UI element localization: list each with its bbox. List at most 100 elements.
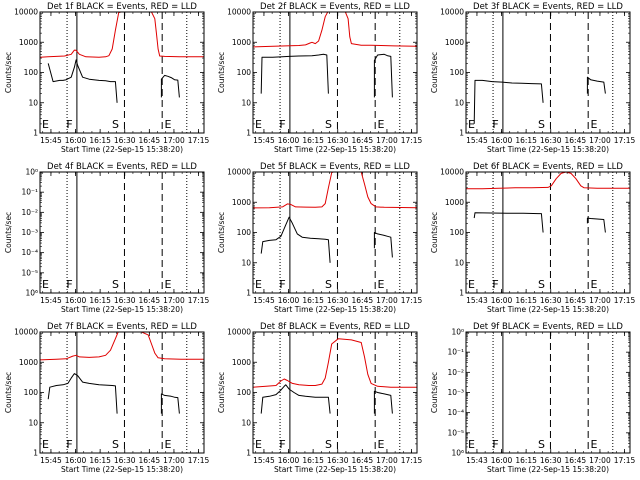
- series-events-line: [373, 390, 393, 414]
- x-tick-label: 16:00: [491, 136, 513, 145]
- flare-label-f: F: [279, 438, 285, 451]
- flare-label-s: S: [325, 438, 332, 451]
- x-tick-label: 16:15: [89, 456, 111, 465]
- flare-label-f: F: [66, 118, 72, 131]
- series-events-line: [47, 373, 118, 414]
- corner-label: E: [255, 278, 262, 291]
- panel-det-9: Det 9f BLACK = Events, RED = LLD 10⁶ 10⁻⁵ 1…: [430, 322, 636, 474]
- flare-label-e: E: [164, 278, 171, 291]
- y-tick-label: 10⁶: [451, 449, 464, 458]
- y-tick-label: 1: [246, 289, 251, 298]
- panel-det-2: Det 2f BLACK = Events, RED = LLD 1 10 100 10…: [217, 2, 423, 154]
- x-tick-label: 17:15: [401, 296, 423, 305]
- y-tick-label: 1: [33, 449, 38, 458]
- x-tick-label: 16:45: [565, 296, 587, 305]
- x-tick-label: 16:15: [89, 296, 111, 305]
- panel-title: Det 8f BLACK = Events, RED = LLD: [260, 322, 410, 332]
- y-tick-label: 10000: [227, 168, 251, 177]
- x-axis-label: Start Time (22-Sep-15 15:38:20): [274, 305, 396, 314]
- x-tick-label: 16:45: [139, 136, 161, 145]
- x-tick-label: 17:00: [376, 296, 398, 305]
- flare-label-f: F: [66, 438, 72, 451]
- flare-label-e: E: [377, 278, 384, 291]
- flare-label-s: S: [112, 118, 119, 131]
- x-axis-label: Start Time (22-Sep-15 15:38:20): [487, 305, 609, 314]
- series-events-line: [260, 53, 329, 94]
- y-tick-label: 10000: [227, 8, 251, 17]
- series-lld-line: [253, 172, 417, 209]
- y-tick-label: 10: [454, 98, 464, 107]
- x-tick-label: 16:30: [540, 136, 562, 145]
- flare-label-s: S: [112, 278, 119, 291]
- x-tick-label: 17:00: [589, 136, 611, 145]
- panel-det-8: Det 8f BLACK = Events, RED = LLD 1 10 100 10…: [217, 322, 423, 474]
- panel-title: Det 7f BLACK = Events, RED = LLD: [47, 322, 197, 332]
- panel-det-1: Det 1f BLACK = Events, RED = LLD 1 10 100 10…: [4, 2, 210, 154]
- panel-title: Det 3f BLACK = Events, RED = LLD: [473, 2, 623, 12]
- y-axis-label: Counts/sec: [430, 52, 439, 93]
- y-tick-label: 10⁻⁴: [447, 408, 464, 417]
- series-events-line: [473, 212, 544, 233]
- y-tick-label: 10⁻⁵: [21, 268, 38, 277]
- x-tick-label: 16:30: [114, 296, 136, 305]
- x-tick-label: 16:30: [540, 296, 562, 305]
- series-lld-line: [40, 332, 204, 361]
- data-series-group: [473, 76, 606, 124]
- x-tick-label: 17:00: [376, 136, 398, 145]
- y-tick-label: 10⁻⁵: [447, 428, 464, 437]
- series-events-line: [373, 232, 393, 258]
- x-tick-label: 16:45: [565, 136, 587, 145]
- plot-frame: [252, 331, 418, 454]
- panel-det-4: Det 4f BLACK = Events, RED = LLD 10⁶ 10⁻⁵ 1…: [4, 162, 210, 314]
- series-events-line: [47, 59, 118, 103]
- y-tick-label: 10⁰: [451, 328, 464, 337]
- y-tick-label: 10: [28, 418, 38, 427]
- y-tick-label: 10⁻³: [21, 228, 38, 237]
- y-axis-label: Counts/sec: [4, 372, 13, 413]
- corner-label: E: [255, 118, 262, 131]
- x-tick-label: 15:45: [253, 456, 275, 465]
- x-tick-label: 15:45: [466, 136, 488, 145]
- y-tick-label: 100: [237, 228, 252, 237]
- corner-label: E: [468, 118, 475, 131]
- series-events-line: [373, 53, 393, 98]
- x-tick-label: 16:30: [327, 456, 349, 465]
- corner-label: E: [468, 278, 475, 291]
- series-events-line: [473, 79, 544, 124]
- x-tick-label: 16:15: [515, 136, 537, 145]
- flare-label-e: E: [164, 438, 171, 451]
- data-series-group: [40, 332, 204, 414]
- x-tick-label: 16:30: [540, 456, 562, 465]
- x-tick-label: 16:15: [302, 296, 324, 305]
- flare-label-f: F: [492, 118, 498, 131]
- x-tick-label: 16:30: [114, 136, 136, 145]
- x-tick-label: 16:00: [278, 456, 300, 465]
- y-tick-label: 10: [241, 258, 251, 267]
- y-tick-label: 10000: [14, 328, 38, 337]
- plot-frame: [39, 171, 205, 294]
- x-tick-label: 17:15: [188, 136, 210, 145]
- y-tick-label: 100: [237, 388, 252, 397]
- y-tick-label: 1000: [445, 198, 464, 207]
- flare-label-f: F: [492, 278, 498, 291]
- flare-label-s: S: [538, 438, 545, 451]
- x-tick-label: 17:00: [163, 456, 185, 465]
- y-tick-label: 10⁻¹: [21, 188, 38, 197]
- y-tick-label: 1: [246, 449, 251, 458]
- plot-frame: [465, 331, 631, 454]
- x-tick-label: 16:00: [65, 296, 87, 305]
- y-axis-label: Counts/sec: [430, 212, 439, 253]
- series-lld-line: [253, 338, 417, 388]
- data-series-group: [253, 338, 417, 414]
- data-series-group: [253, 172, 417, 263]
- series-lld-line: [40, 12, 204, 58]
- plot-frame: [252, 171, 418, 294]
- x-tick-label: 16:30: [114, 456, 136, 465]
- y-axis-label: Counts/sec: [4, 212, 13, 253]
- y-tick-label: 1000: [232, 38, 251, 47]
- x-tick-label: 17:00: [163, 296, 185, 305]
- series-events-line: [586, 217, 606, 233]
- x-tick-label: 15:45: [40, 136, 62, 145]
- flare-label-e: E: [377, 118, 384, 131]
- data-series-group: [40, 12, 204, 103]
